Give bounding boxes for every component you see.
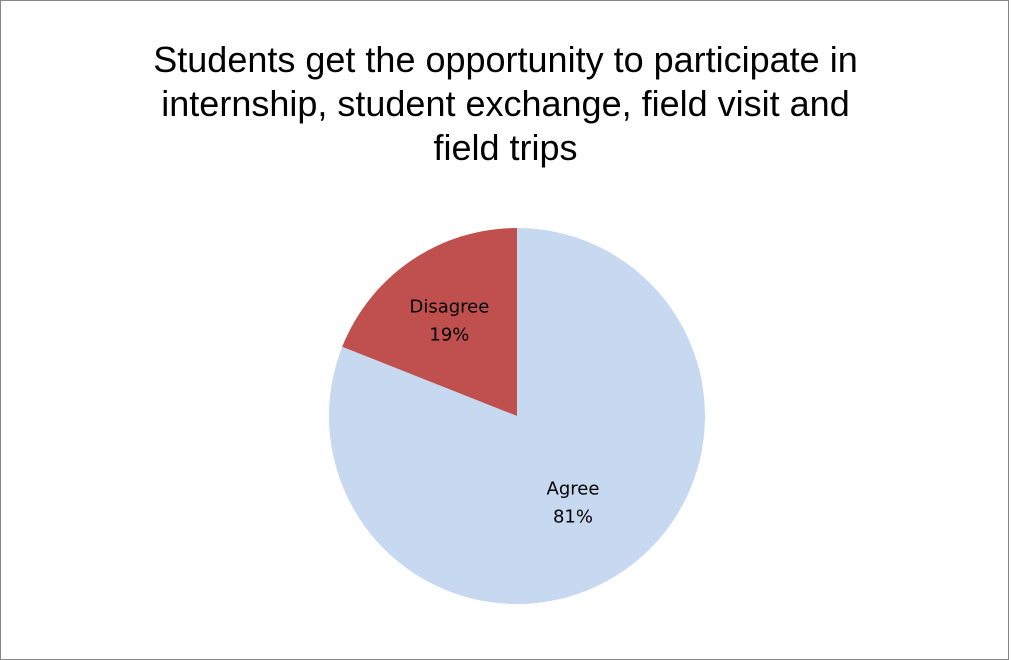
pie-slice-agree — [328, 228, 705, 604]
pie-data-labels: Agree 81% Disagree 19% — [409, 297, 599, 528]
pie-slice-disagree — [342, 228, 517, 416]
data-label-disagree-percent: 19% — [429, 325, 469, 346]
pie-slices — [328, 228, 705, 604]
chart-title-line-2: internship, student exchange, field visi… — [161, 83, 850, 124]
data-label-disagree-name: Disagree — [409, 297, 489, 318]
chart-title-line-1: Students get the opportunity to particip… — [153, 39, 858, 80]
data-label-agree-name: Agree — [547, 478, 600, 499]
chart-title-line-3: field trips — [433, 127, 578, 168]
data-label-agree-percent: 81% — [553, 506, 593, 527]
chart-title: Students get the opportunity to particip… — [0, 38, 1011, 170]
